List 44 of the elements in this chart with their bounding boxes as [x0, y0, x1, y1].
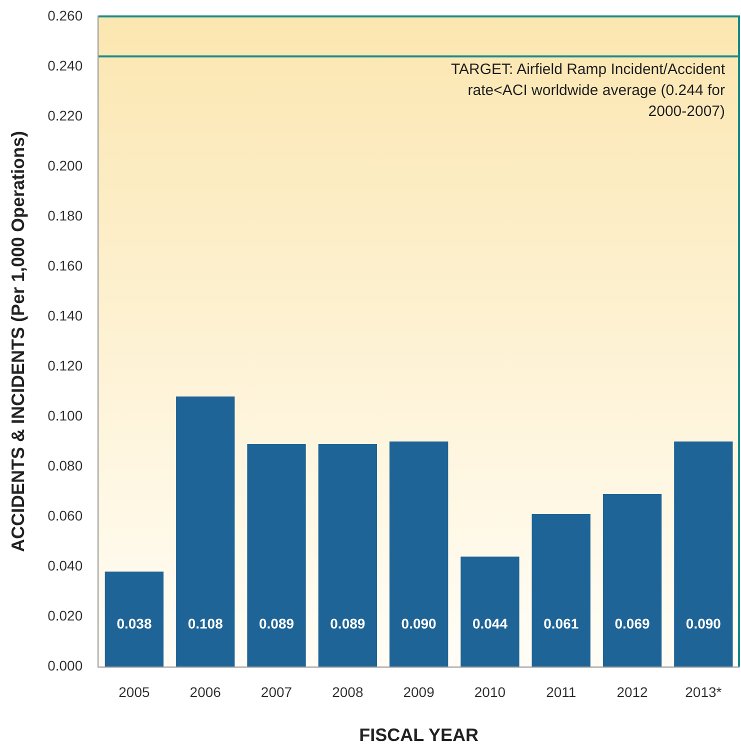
y-tick-label: 0.160 — [48, 257, 83, 274]
ref-line-label: TARGET: Airfield Ramp Incident/Accident rate<ACI worldwide average (0.244 for 2000-2007) — [451, 61, 726, 120]
y-tick-label: 0.200 — [48, 157, 83, 174]
data-label: 0.044 — [472, 615, 508, 632]
x-tick-label: 2006 — [190, 684, 222, 700]
data-label: 0.090 — [686, 615, 722, 632]
y-tick-label: 0.040 — [48, 557, 83, 574]
y-tick-label: 0.180 — [48, 207, 83, 224]
bar — [247, 444, 306, 667]
y-tick-label: 0.060 — [48, 507, 83, 524]
y-tick-label: 0.120 — [48, 357, 83, 374]
bar — [532, 514, 590, 667]
y-tick-label: 0.140 — [48, 307, 83, 324]
y-tick-label: 0.220 — [48, 107, 83, 124]
bar — [602, 494, 662, 667]
data-label: 0.089 — [330, 615, 366, 632]
data-label: 0.089 — [258, 615, 294, 632]
data-label: 0.069 — [614, 615, 650, 632]
data-label: 0.061 — [544, 615, 579, 632]
data-label: 0.090 — [401, 615, 437, 632]
x-tick-label: 2010 — [474, 684, 506, 700]
bar — [674, 442, 733, 667]
bar — [176, 396, 235, 667]
bar — [318, 444, 377, 667]
y-tick-label: 0.020 — [48, 607, 83, 624]
bar — [389, 442, 448, 667]
y-axis-title: ACCIDENTS & INCIDENTS (Per 1,000 Operations) — [8, 130, 28, 552]
x-tick-label: 2013* — [685, 684, 722, 700]
x-tick-label: 2011 — [546, 684, 576, 700]
x-tick-label: 2007 — [260, 684, 292, 700]
y-tick-label: 0.080 — [48, 457, 83, 474]
y-tick-label: 0.000 — [48, 657, 83, 674]
data-label: 0.038 — [116, 615, 152, 632]
bar — [104, 572, 164, 667]
y-tick-label: 0.100 — [48, 407, 83, 424]
x-tick-label: 2009 — [403, 684, 435, 700]
x-tick-label: 2005 — [118, 684, 150, 700]
bar — [460, 556, 520, 667]
y-tick-label: 0.260 — [48, 7, 83, 24]
x-axis-title: FISCAL YEAR — [359, 725, 478, 746]
x-tick-label: 2008 — [332, 684, 364, 700]
y-tick-label: 0.240 — [48, 57, 83, 74]
data-label: 0.108 — [188, 615, 224, 632]
x-tick-label: 2012 — [616, 684, 648, 700]
